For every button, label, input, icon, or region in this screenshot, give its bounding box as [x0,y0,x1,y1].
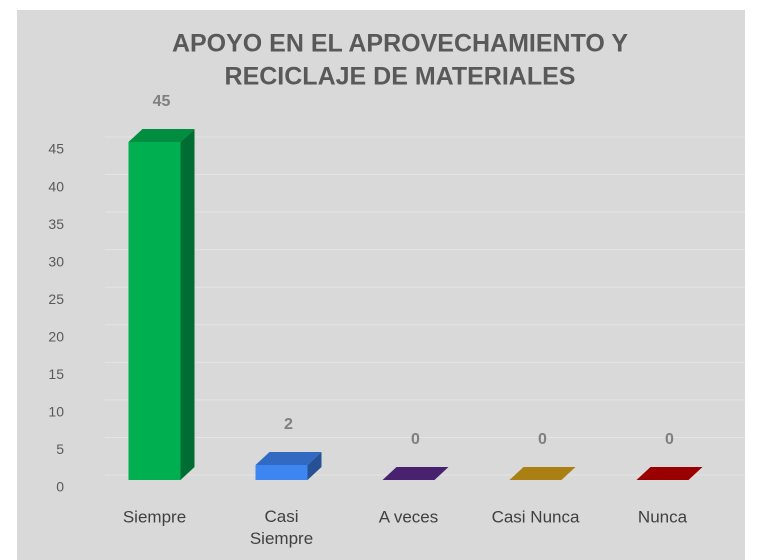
x-tick-label: Casi Siempre [250,507,313,548]
x-tick-label: A veces [379,507,439,526]
bar [255,464,308,480]
y-tick-label: 5 [56,441,64,457]
y-tick-label: 10 [48,404,64,420]
y-tick-label: 0 [56,479,64,495]
y-tick-label: 25 [48,291,64,307]
data-label: 2 [284,416,293,433]
x-tick-label: Siempre [123,507,186,526]
y-tick-label: 15 [48,366,64,382]
y-tick-label: 40 [48,178,64,194]
chart-title-line: RECICLAJE DE MATERIALES [225,63,576,91]
x-tick-label: Nunca [638,507,688,526]
data-label: 0 [538,431,547,448]
bar-top [128,129,195,142]
y-tick-label: 30 [48,253,64,269]
y-tick-label: 45 [48,141,64,157]
data-label: 0 [411,431,420,448]
bar [128,142,181,480]
bar-side [307,451,322,480]
chart-background [17,10,745,560]
bar-top [636,467,703,480]
data-label: 45 [153,93,171,110]
chart-title-line: APOYO EN EL APROVECHAMIENTO Y [172,30,628,58]
bar-side [180,129,195,480]
data-label: 0 [665,431,674,448]
bar-top [255,451,322,465]
x-tick-label: Casi Nunca [492,507,580,526]
y-tick-label: 20 [48,328,64,344]
y-tick-label: 35 [48,216,64,232]
x-tick-label-line: Siempre [250,529,313,548]
bar-top [382,467,449,480]
bar-top [509,467,576,480]
x-tick-label-line: Casi [264,507,298,526]
